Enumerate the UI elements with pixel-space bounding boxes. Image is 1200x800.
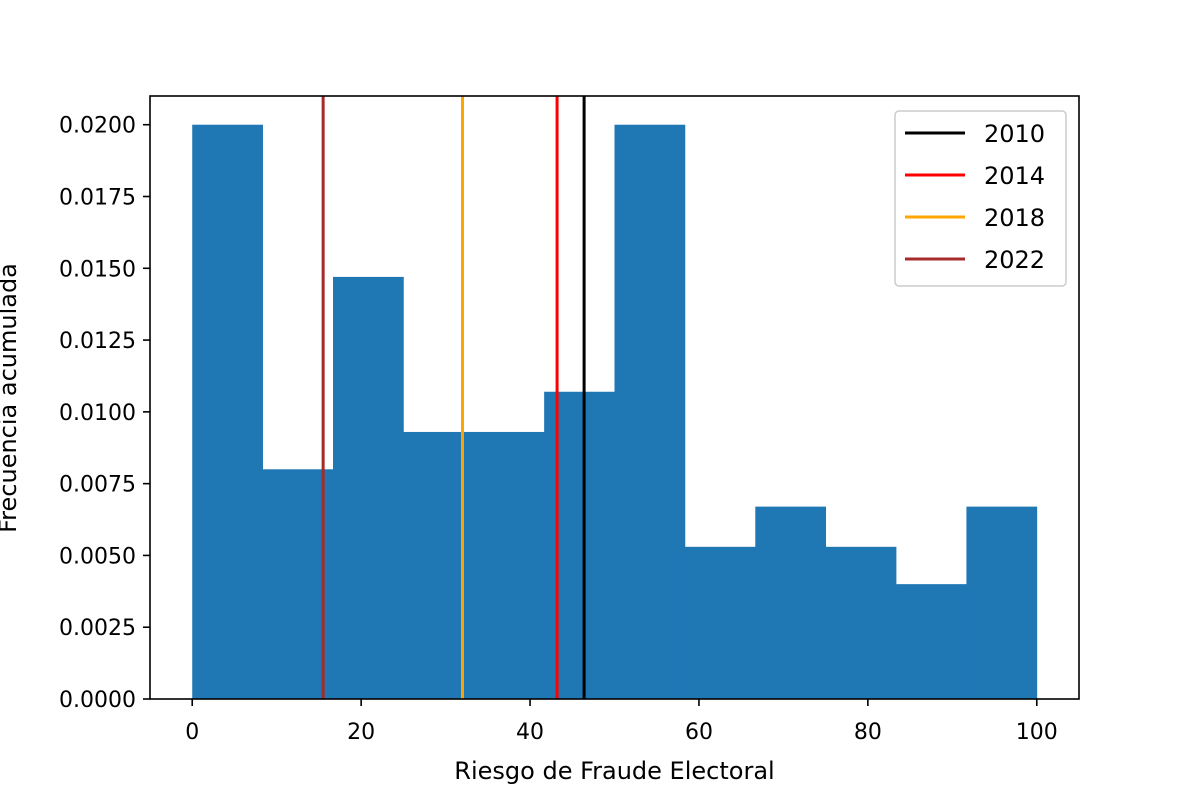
- histogram-bar: [755, 506, 827, 699]
- y-tick-label: 0.0175: [59, 186, 136, 211]
- x-tick-label: 20: [347, 720, 375, 745]
- histogram-bar: [825, 546, 897, 699]
- histogram-bar: [614, 124, 686, 699]
- y-tick-label: 0.0000: [59, 688, 136, 713]
- y-axis-ticks: 0.0000 0.0025 0.0050 0.0075 0.0100 0.0125 0.01…: [59, 114, 150, 713]
- legend-label-2018: 2018: [984, 204, 1045, 232]
- histogram-bar: [473, 431, 545, 699]
- histogram-bar: [895, 584, 967, 699]
- legend-label-2010: 2010: [984, 120, 1045, 148]
- y-tick-label: 0.0100: [59, 401, 136, 426]
- histogram-bar: [192, 124, 263, 699]
- histogram-bar: [684, 546, 756, 699]
- y-axis-label: Frecuencia acumulada: [0, 263, 22, 533]
- y-tick-label: 0.0200: [59, 114, 136, 139]
- histogram-bar: [544, 391, 615, 699]
- legend: 2010 2014 2018 2022: [894, 110, 1067, 287]
- histogram-bar: [966, 506, 1038, 699]
- histogram-bar: [262, 469, 334, 699]
- x-axis-ticks: 0 20 40 60 80 100: [185, 699, 1058, 745]
- x-tick-label: 0: [185, 720, 199, 745]
- legend-label-2014: 2014: [984, 162, 1045, 190]
- legend-box: [894, 110, 1067, 287]
- reference-lines: [321, 96, 586, 699]
- histogram-bar: [333, 276, 404, 699]
- x-tick-label: 80: [854, 720, 882, 745]
- y-tick-label: 0.0150: [59, 257, 136, 282]
- x-tick-label: 100: [1016, 720, 1058, 745]
- x-tick-label: 60: [685, 720, 713, 745]
- plot-frame: [149, 95, 1080, 700]
- y-tick-label: 0.0075: [59, 473, 136, 498]
- x-axis-label: Riesgo de Fraude Electoral: [454, 757, 774, 785]
- x-tick-label: 40: [516, 720, 544, 745]
- y-tick-label: 0.0125: [59, 329, 136, 354]
- legend-label-2022: 2022: [984, 246, 1045, 274]
- y-tick-label: 0.0025: [59, 616, 136, 641]
- y-tick-label: 0.0050: [59, 544, 136, 569]
